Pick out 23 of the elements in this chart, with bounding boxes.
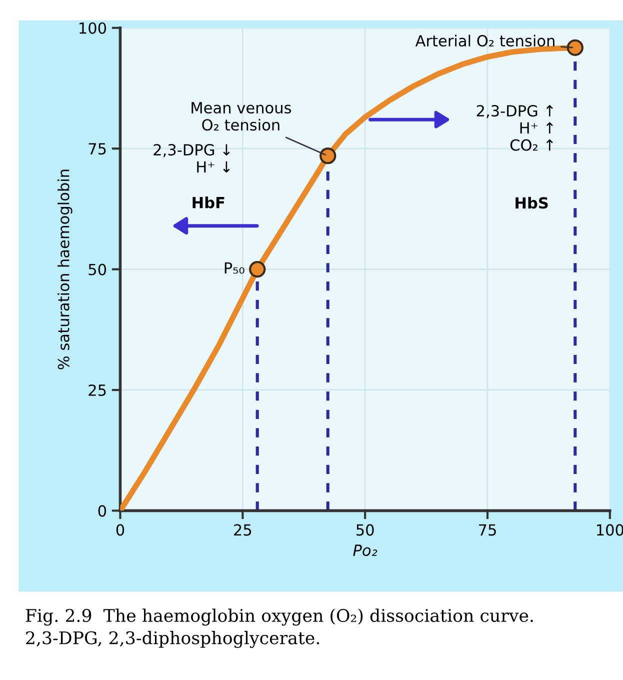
annotation: P₅₀: [224, 262, 244, 274]
annotation: 2,3-DPG ↓ H⁺ ↓: [154, 144, 230, 173]
x-tick-label: 25: [234, 524, 252, 536]
y-axis-title: % saturation haemoglobin: [58, 170, 72, 370]
point: [566, 39, 584, 56]
y-tick-label: 100: [80, 22, 106, 34]
y-tick-label: 25: [88, 384, 106, 396]
point: [320, 147, 336, 164]
annotation: 2,3-DPG ↑ H⁺ ↑ CO₂ ↑: [476, 105, 553, 151]
annotation: Mean venous O₂ tension: [192, 102, 292, 131]
caption: Fig. 2.9 The haemoglobin oxygen (O₂) dissociation curve. 2,3-DPG, 2,3-diphosphoglycerate.: [26, 608, 533, 648]
x-tick-label: 0: [116, 524, 124, 536]
y-tick-label: 50: [88, 264, 106, 276]
annotation: HbS: [516, 196, 548, 209]
x-axis-title: Po₂: [353, 544, 378, 556]
annotation: Arterial O₂ tension: [415, 34, 554, 47]
annotation: HbF: [192, 196, 224, 208]
x-tick-label: 100: [597, 524, 623, 536]
point: [249, 260, 266, 278]
x-tick-label: 50: [356, 524, 374, 536]
y-tick-label: 75: [88, 143, 106, 155]
x-tick-label: 75: [479, 524, 496, 536]
y-tick-label: 0: [98, 505, 106, 517]
